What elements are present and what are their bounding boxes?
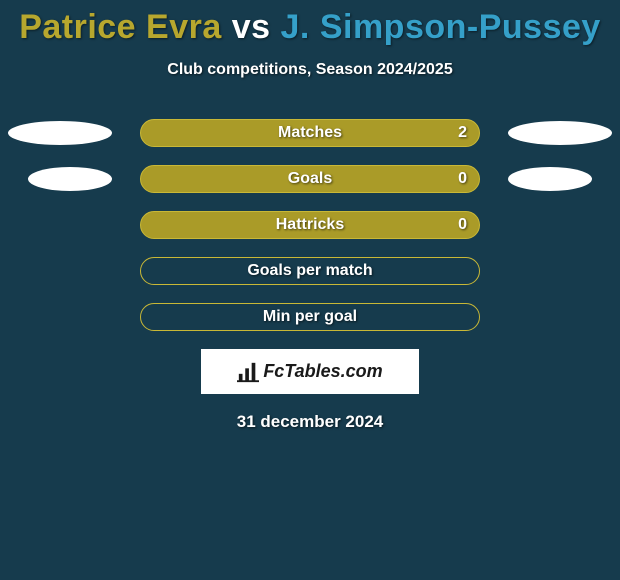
stat-value: 2 [458,120,467,146]
bar-chart-icon [237,361,259,383]
date-text: 31 december 2024 [0,412,620,432]
stat-label: Matches [278,120,342,146]
stat-row: Goals per match [0,257,620,285]
stat-value: 0 [458,212,467,238]
stat-row: Matches 2 [0,119,620,147]
stat-bar: Goals 0 [140,165,480,193]
left-ellipse [28,167,112,191]
comparison-title: Patrice Evra vs J. Simpson-Pussey [0,0,620,47]
logo-box: FcTables.com [201,349,419,394]
stat-bar: Matches 2 [140,119,480,147]
stat-row: Hattricks 0 [0,211,620,239]
subtitle: Club competitions, Season 2024/2025 [0,61,620,79]
vs-text: vs [232,8,271,46]
right-ellipse [508,167,592,191]
left-ellipse [8,121,112,145]
stat-rows: Matches 2 Goals 0 Hattricks 0 Goals per match M… [0,119,620,331]
stat-label: Goals [288,166,332,192]
stat-bar: Goals per match [140,257,480,285]
right-ellipse [508,121,612,145]
stat-row: Min per goal [0,303,620,331]
stat-label: Goals per match [247,258,372,284]
stat-bar: Hattricks 0 [140,211,480,239]
player2-name: J. Simpson-Pussey [281,8,601,46]
stat-label: Hattricks [276,212,344,238]
stat-label: Min per goal [263,304,357,330]
logo-text: FcTables.com [263,361,382,382]
player1-name: Patrice Evra [19,8,222,46]
stat-bar: Min per goal [140,303,480,331]
stat-row: Goals 0 [0,165,620,193]
stat-value: 0 [458,166,467,192]
